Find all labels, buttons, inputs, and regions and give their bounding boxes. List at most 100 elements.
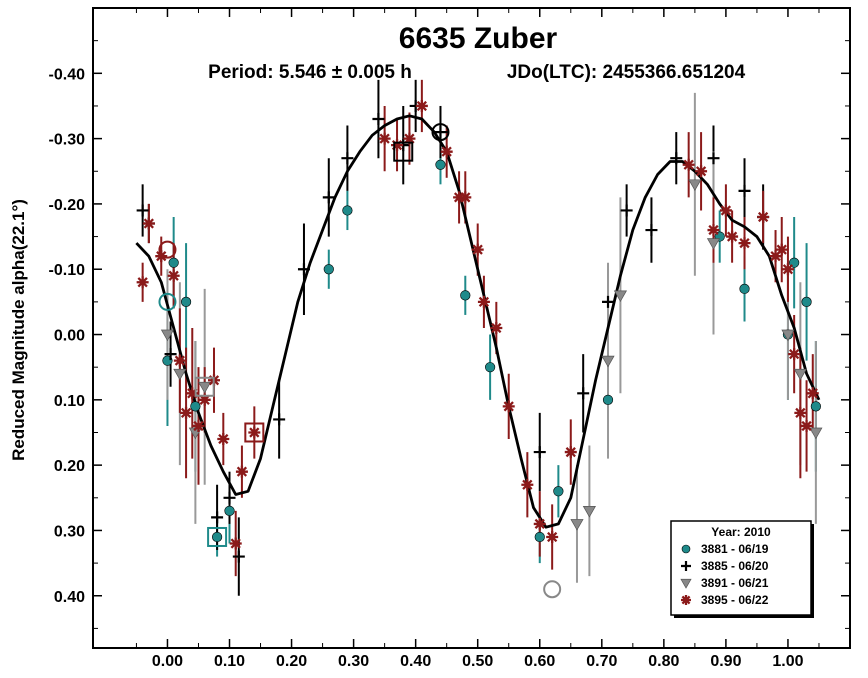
data-point xyxy=(173,354,186,367)
data-point xyxy=(224,505,235,516)
x-tick-label: 0.60 xyxy=(524,653,555,670)
data-point xyxy=(142,217,155,230)
data-point xyxy=(601,355,615,368)
data-point xyxy=(521,478,534,491)
data-point xyxy=(453,191,466,204)
legend-entry: 3895 - 06/22 xyxy=(701,593,769,607)
epoch-label: JDo(LTC): 2455366.651204 xyxy=(507,62,746,83)
data-point xyxy=(192,419,205,432)
data-point xyxy=(190,401,201,412)
data-point xyxy=(800,419,813,432)
fit-curve-group xyxy=(135,114,821,529)
legend-marker xyxy=(681,595,691,605)
highlight-cross xyxy=(432,124,449,141)
highlight-circle xyxy=(543,580,562,599)
legend-marker xyxy=(680,578,692,589)
y-tick-label: 0.20 xyxy=(54,458,85,475)
data-point xyxy=(217,433,230,446)
highlight-square xyxy=(244,422,265,443)
y-tick-label: 0.30 xyxy=(54,523,85,540)
data-point xyxy=(186,387,199,400)
data-point xyxy=(613,290,628,303)
data-point xyxy=(248,426,261,439)
highlight-circle xyxy=(158,240,177,259)
data-point xyxy=(223,491,236,504)
data-point xyxy=(707,152,720,165)
data-point xyxy=(342,205,353,216)
highlight-square xyxy=(393,141,414,162)
y-tick-label: -0.40 xyxy=(49,66,86,83)
y-tick-label: -0.20 xyxy=(49,197,86,214)
data-point xyxy=(477,295,490,308)
data-point xyxy=(582,506,596,518)
data-point xyxy=(577,387,590,400)
data-point xyxy=(809,427,823,440)
legend-marker xyxy=(681,561,691,571)
highlight-markers xyxy=(158,123,562,599)
data-point xyxy=(757,210,770,223)
data-point xyxy=(211,531,223,543)
data-point xyxy=(198,381,212,394)
data-point xyxy=(781,329,795,342)
data-point xyxy=(164,348,177,361)
data-point xyxy=(459,191,472,204)
x-tick-label: 0.90 xyxy=(710,653,741,670)
data-point xyxy=(322,191,335,204)
data-point xyxy=(440,145,453,158)
data-point xyxy=(670,152,683,165)
data-point xyxy=(695,165,708,178)
data-point xyxy=(570,519,584,531)
data-point xyxy=(341,152,354,165)
data-point xyxy=(775,243,788,256)
x-tick-label: 0.20 xyxy=(276,653,307,670)
highlight-circle xyxy=(158,292,177,311)
axes: 0.00 0.10 0.20 0.30 0.40 0.50 0.60 0.70 0.80 0.90… xyxy=(49,7,851,670)
legend: Year: 2010 3881 - 06/19 3885 - 06/20 3891 -… xyxy=(670,520,814,618)
data-point xyxy=(602,295,615,308)
data-point xyxy=(620,204,633,217)
data-point xyxy=(719,204,732,217)
data-point xyxy=(602,394,614,405)
legend-box xyxy=(670,520,812,616)
highlight-square xyxy=(194,376,215,397)
data-point xyxy=(706,238,721,250)
data-point xyxy=(564,446,577,459)
data-point xyxy=(173,368,187,381)
data-point xyxy=(801,296,812,307)
data-point xyxy=(553,486,564,497)
data-point xyxy=(235,465,248,478)
data-point xyxy=(794,406,807,419)
data-point xyxy=(546,530,559,543)
data-point xyxy=(460,290,471,301)
x-tick-label: 0.10 xyxy=(214,653,245,670)
data-point xyxy=(793,368,807,381)
chart-title: 6635 Zuber xyxy=(399,22,558,55)
data-point xyxy=(688,179,702,192)
data-point xyxy=(738,237,751,250)
data-point xyxy=(682,158,695,171)
data-point xyxy=(645,224,658,237)
y-tick-label: 0.10 xyxy=(54,393,85,410)
data-point xyxy=(502,400,515,413)
x-tick-label: 0.40 xyxy=(400,653,431,670)
period-label: Period: 5.546 ± 0.005 h xyxy=(208,62,412,83)
data-point xyxy=(160,329,175,342)
data-point xyxy=(403,132,416,145)
data-point xyxy=(435,159,446,170)
data-points xyxy=(136,99,823,563)
data-point xyxy=(378,132,391,145)
data-point xyxy=(415,99,428,112)
data-point xyxy=(198,393,211,406)
y-tick-label: 0.00 xyxy=(54,328,85,345)
y-tick-label: 0.40 xyxy=(54,589,85,606)
x-tick-label: 1.00 xyxy=(772,653,803,670)
data-point xyxy=(533,517,546,530)
y-tick-label: -0.10 xyxy=(49,262,86,279)
data-point xyxy=(739,283,750,294)
data-point xyxy=(738,184,751,197)
data-point xyxy=(229,537,242,550)
plot-frame xyxy=(92,7,851,649)
data-point xyxy=(485,362,496,373)
data-point xyxy=(726,230,739,243)
